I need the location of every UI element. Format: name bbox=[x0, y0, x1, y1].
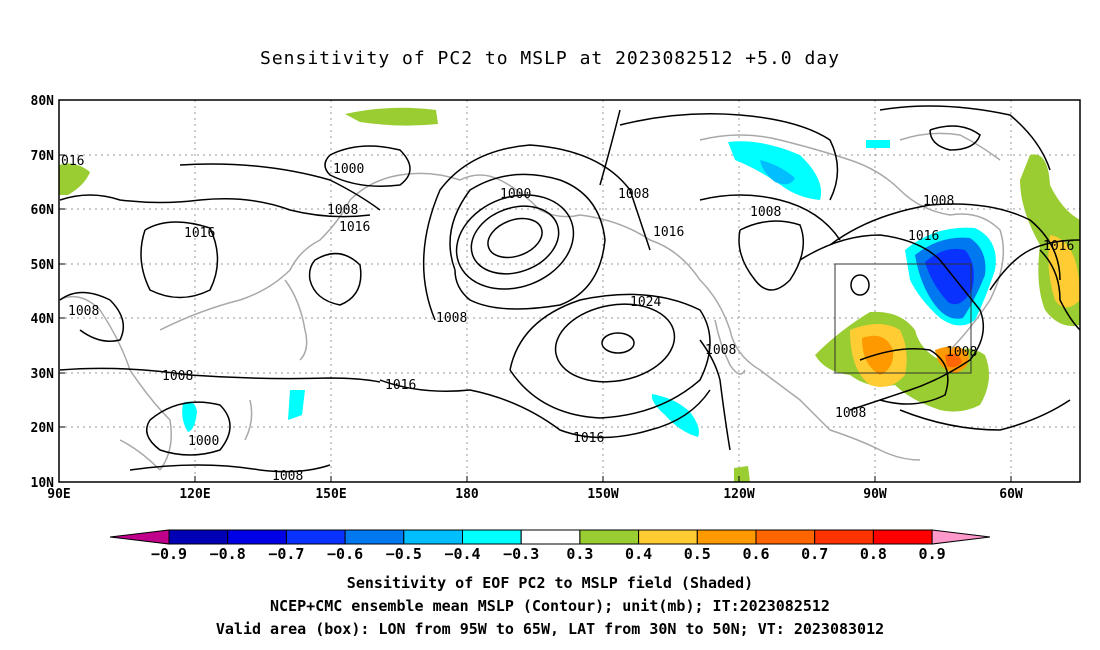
colorbar-label: −0.5 bbox=[386, 545, 422, 563]
contour-label: 1016 bbox=[573, 431, 604, 446]
colorbar-segment bbox=[403, 529, 463, 545]
contour-label: 1000 bbox=[333, 162, 364, 177]
colorbar-left-arrow bbox=[109, 529, 170, 545]
shade-green-small bbox=[734, 466, 750, 482]
contour-label: 1008 bbox=[436, 311, 467, 326]
shade-orange-gulf bbox=[862, 335, 894, 375]
contour-label: 1016 bbox=[1043, 239, 1074, 254]
lon-label: 120W bbox=[723, 487, 754, 502]
colorbar-label: 0.9 bbox=[919, 545, 946, 563]
tick-marks bbox=[59, 99, 1012, 482]
colorbar-label: −0.4 bbox=[444, 545, 480, 563]
longitude-labels: 90E 120E 150E 180 150W 120W 90W 60W bbox=[47, 487, 1023, 502]
shade-darkblue-northeast bbox=[925, 248, 974, 305]
shade-blue-canada bbox=[760, 160, 795, 185]
lat-label: 80N bbox=[31, 94, 55, 109]
colorbar-segment bbox=[462, 529, 522, 545]
map-frame bbox=[58, 99, 1081, 483]
colorbar-label: −0.8 bbox=[210, 545, 246, 563]
colorbar-label: −0.9 bbox=[151, 545, 187, 563]
colorbar-segment bbox=[696, 529, 757, 545]
contour-label: 1008 bbox=[272, 469, 303, 484]
contour-labels: 1000 1008 1016 1016 1000 1008 1016 1008 … bbox=[61, 154, 1074, 484]
lat-label: 10N bbox=[31, 476, 55, 491]
lat-label: 70N bbox=[31, 149, 55, 164]
colorbar-segment bbox=[520, 529, 581, 545]
contour-label: 1000 bbox=[500, 187, 531, 202]
contour-label: 1008 bbox=[923, 194, 954, 209]
contour-label: 1008 bbox=[835, 406, 866, 421]
shade-green-north bbox=[345, 107, 438, 126]
colorbar-label: 0.5 bbox=[684, 545, 711, 563]
contour-label: 1008 bbox=[705, 343, 736, 358]
lon-label: 120E bbox=[179, 487, 210, 502]
valid-area-box bbox=[834, 263, 972, 374]
lat-label: 20N bbox=[31, 421, 55, 436]
contour-label: 1008 bbox=[327, 203, 358, 218]
map-title: Sensitivity of PC2 to MSLP at 2023082512… bbox=[259, 48, 840, 69]
colorbar-segment bbox=[755, 529, 816, 545]
colorbar-label: −0.3 bbox=[503, 545, 539, 563]
shade-green-west-edge bbox=[59, 163, 90, 195]
colorbar-label: 0.6 bbox=[742, 545, 769, 563]
contour-label: 1008 bbox=[946, 345, 977, 360]
coastlines bbox=[58, 132, 1005, 471]
colorbar-label: −0.6 bbox=[327, 545, 363, 563]
colorbar-segment bbox=[285, 529, 346, 545]
shade-red-bermuda bbox=[945, 353, 962, 368]
lon-label: 60W bbox=[999, 487, 1023, 502]
colorbar-label: 0.3 bbox=[566, 545, 593, 563]
lon-label: 90E bbox=[47, 487, 70, 502]
caption-line-3: Valid area (box): LON from 95W to 65W, L… bbox=[215, 620, 885, 638]
colorbar-right-arrow bbox=[931, 529, 991, 545]
lat-label: 40N bbox=[31, 312, 55, 327]
contour-label: 1016 bbox=[184, 226, 215, 241]
colorbar-segment bbox=[227, 529, 287, 545]
colorbar-label: −0.7 bbox=[268, 545, 304, 563]
lon-label: 180 bbox=[455, 487, 479, 502]
colorbar-label: 0.4 bbox=[625, 545, 652, 563]
colorbar-segment bbox=[579, 529, 640, 545]
contour-label: 1008 bbox=[162, 369, 193, 384]
caption-line-1: Sensitivity of EOF PC2 to MSLP field (Sh… bbox=[346, 574, 754, 592]
colorbar-segment bbox=[872, 529, 933, 545]
mslp-contours bbox=[59, 105, 1081, 473]
shaded-sensitivity bbox=[59, 107, 1080, 482]
colorbar-segment bbox=[168, 529, 229, 545]
shade-yellow-atlantic bbox=[1048, 235, 1080, 308]
colorbar-segment bbox=[344, 529, 405, 545]
lon-label: 90W bbox=[863, 487, 887, 502]
colorbar-label: 0.7 bbox=[801, 545, 828, 563]
caption-line-2: NCEP+CMC ensemble mean MSLP (Contour); u… bbox=[270, 597, 830, 615]
contour-label: 1000 bbox=[188, 434, 219, 449]
shade-cyan-pacific bbox=[651, 394, 699, 437]
colorbar-segment bbox=[814, 529, 874, 545]
contour-label: 1008 bbox=[68, 304, 99, 319]
contour-label: 1016 bbox=[653, 225, 684, 240]
lat-label: 60N bbox=[31, 203, 55, 218]
shade-cyan-wpac1 bbox=[182, 401, 197, 432]
contour-label: 1008 bbox=[618, 187, 649, 202]
contour-label: 016 bbox=[61, 154, 84, 169]
lat-label: 30N bbox=[31, 367, 55, 382]
colorbar-segment bbox=[638, 529, 698, 545]
lon-label: 150W bbox=[587, 487, 618, 502]
shade-cyan-small-arctic bbox=[866, 140, 890, 148]
lat-label: 50N bbox=[31, 258, 55, 273]
latitude-labels: 80N 70N 60N 50N 40N 30N 20N 10N bbox=[31, 94, 55, 491]
contour-label: 1008 bbox=[750, 205, 781, 220]
colorbar: −0.9 −0.8 −0.7 −0.6 −0.5 −0.4 −0.3 0.3 0.4 0.5 0.6… bbox=[109, 529, 991, 563]
contour-label: 1016 bbox=[385, 378, 416, 393]
contour-label: 1016 bbox=[908, 229, 939, 244]
colorbar-label: 0.8 bbox=[860, 545, 887, 563]
lon-label: 150E bbox=[315, 487, 346, 502]
contour-label: 1016 bbox=[339, 220, 370, 235]
shade-cyan-wpac2 bbox=[288, 390, 305, 420]
contour-label: 1024 bbox=[630, 295, 661, 310]
